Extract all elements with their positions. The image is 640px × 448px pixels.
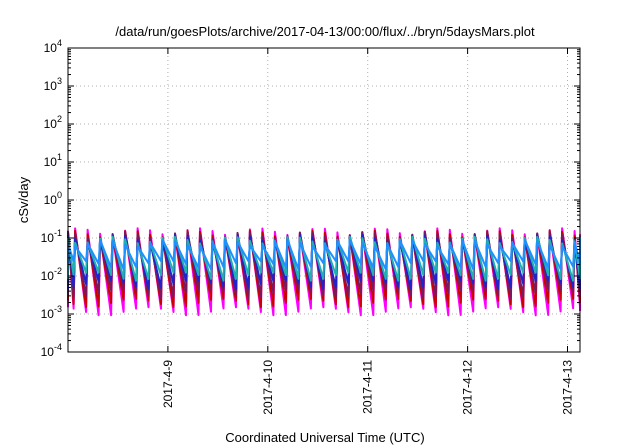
x-tick-label: 2017-4-12 xyxy=(461,360,475,415)
y-tick-label: 101 xyxy=(44,152,62,169)
x-tick-label: 2017-4-11 xyxy=(361,360,375,414)
y-axis-label: cSv/day xyxy=(16,176,31,223)
y-tick-label: 103 xyxy=(44,76,62,93)
y-tick-label: 100 xyxy=(44,190,62,207)
y-tick-label: 10-2 xyxy=(41,266,62,283)
y-tick-label: 10-1 xyxy=(41,228,62,245)
y-tick-label: 102 xyxy=(44,114,62,131)
x-tick-label: 2017-4-10 xyxy=(261,360,275,415)
x-tick-label: 2017-4-9 xyxy=(161,360,175,408)
y-tick-label: 10-3 xyxy=(41,304,62,321)
x-axis-label: Coordinated Universal Time (UTC) xyxy=(225,430,424,445)
series-group xyxy=(67,227,581,317)
chart-title: /data/run/goesPlots/archive/2017-04-13/0… xyxy=(115,24,535,39)
x-tick-label: 2017-4-13 xyxy=(561,360,575,415)
y-tick-label: 10-4 xyxy=(41,342,62,359)
series-line xyxy=(67,238,581,271)
y-ticks: 10-4 10-3 10-2 10-1 100 101 102 103 104 xyxy=(41,38,580,359)
x-ticks: 2017-4-9 2017-4-10 2017-4-11 2017-4-12 2017-… xyxy=(161,48,575,415)
y-tick-label: 104 xyxy=(44,38,62,55)
series-line xyxy=(67,235,581,282)
